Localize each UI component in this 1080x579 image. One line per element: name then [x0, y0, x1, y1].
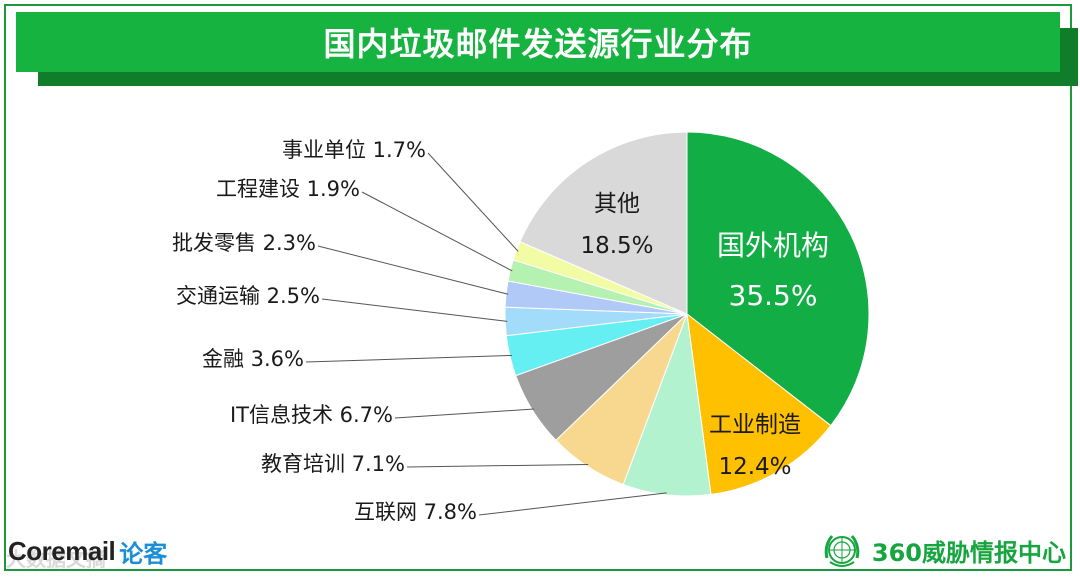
leader-line [305, 354, 512, 363]
leader-line [478, 492, 667, 516]
slice-outside-label: IT信息技术 6.7% [230, 403, 393, 427]
slice-outside-label: 教育培训 7.1% [261, 452, 405, 476]
slice-outside-label: 批发零售 2.3% [172, 231, 316, 255]
slice-label: 其他 [594, 191, 640, 217]
coremail-logo-text: Coremail [8, 535, 116, 566]
footer-right-brand: 360威胁情报中心 [820, 525, 1066, 575]
chart-title: 国内垃圾邮件发送源行业分布 [323, 25, 753, 63]
slice-outside-label: 互联网 7.8% [354, 500, 477, 524]
un-emblem-icon [824, 535, 860, 567]
leader-line [321, 298, 508, 322]
coremail-logo-suffix: 论客 [119, 539, 168, 568]
slice-value-label: 35.5% [729, 279, 818, 312]
slice-outside-label: 交通运输 2.5% [176, 284, 320, 308]
pie-slice [686, 131, 870, 427]
slice-outside-label: 金融 3.6% [202, 347, 304, 371]
pie-slices [504, 131, 870, 497]
title-bar: 国内垃圾邮件发送源行业分布 [16, 12, 1060, 72]
slice-outside-label: 工程建设 1.9% [216, 177, 360, 201]
leader-line [394, 408, 535, 419]
slide-frame [4, 4, 1072, 571]
leader-line [427, 152, 519, 252]
pie-slice [519, 131, 688, 315]
slice-label: 工业制造 [709, 412, 801, 438]
slice-value-label: 18.5% [580, 233, 653, 259]
threat-center-logo-text: 360威胁情报中心 [871, 538, 1066, 567]
leader-line [406, 463, 589, 468]
leader-line [317, 245, 509, 295]
pie-labels: 国外机构 35.5% 工业制造 12.4% 互联网 7.8% 教育培训 7.1% IT信息技… [172, 138, 829, 524]
pie-slice [686, 312, 832, 495]
footer-left-brand: Coremail 论客 [8, 533, 167, 569]
slice-outside-label: 事业单位 1.7% [282, 138, 426, 162]
slice-label: 国外机构 [717, 229, 829, 262]
leader-line [361, 191, 513, 272]
slice-value-label: 12.4% [718, 454, 791, 480]
watermark-text: 大数据文摘 [6, 547, 106, 571]
